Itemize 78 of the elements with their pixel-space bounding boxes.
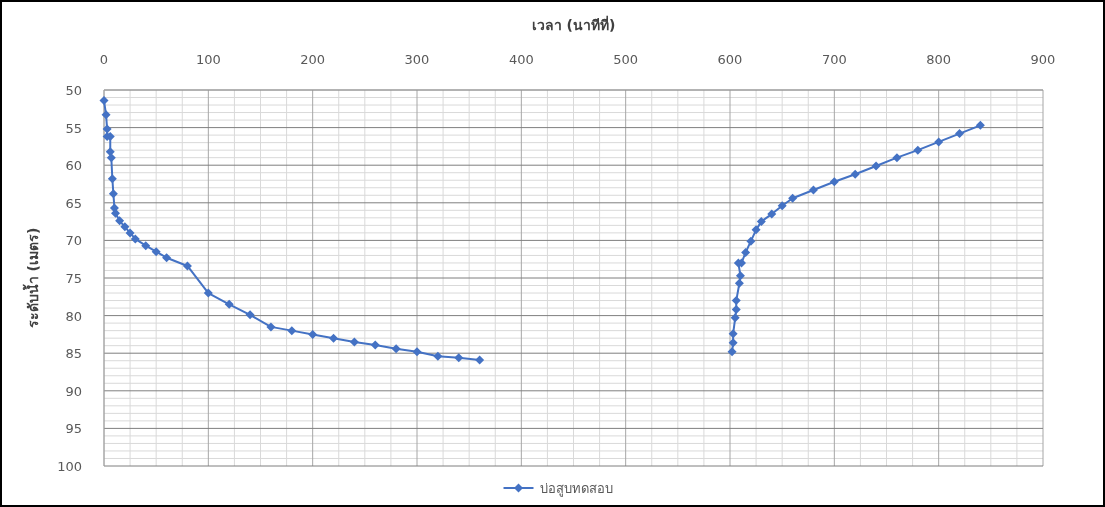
- point: [130, 234, 140, 244]
- point: [105, 147, 115, 157]
- point: [370, 340, 380, 350]
- y-tick-label: 90: [65, 383, 82, 399]
- point: [101, 110, 111, 120]
- x-tick-label: 900: [1030, 52, 1056, 67]
- point: [412, 347, 422, 357]
- y-tick-label: 85: [65, 346, 82, 362]
- point: [871, 161, 881, 171]
- point: [913, 145, 923, 155]
- point: [329, 333, 339, 343]
- point: [141, 241, 151, 251]
- y-tick-label: 95: [65, 421, 82, 437]
- y-tick-label: 75: [65, 271, 82, 286]
- x-tick-label: 300: [404, 52, 430, 67]
- point: [308, 329, 318, 339]
- point: [955, 129, 965, 139]
- point: [349, 337, 359, 347]
- point: [287, 326, 297, 336]
- point: [102, 124, 112, 134]
- point: [115, 216, 125, 226]
- point: [224, 299, 234, 309]
- point: [99, 96, 109, 106]
- point: [727, 347, 737, 357]
- x-tick-label: 700: [821, 52, 847, 67]
- point: [475, 355, 485, 365]
- point: [777, 201, 787, 211]
- point: [734, 278, 744, 288]
- x-tick-label: 500: [613, 52, 639, 67]
- point: [162, 253, 172, 263]
- point: [245, 310, 255, 320]
- point: [433, 351, 443, 361]
- legend: บ่อสูบทดสอบ: [502, 481, 613, 496]
- point: [454, 353, 464, 363]
- y-tick-label: 65: [65, 195, 82, 211]
- x-tick-label: 200: [300, 52, 326, 67]
- point: [731, 296, 741, 306]
- point: [266, 322, 276, 332]
- y-axis-title: ระดับน้ำ (เมตร): [22, 227, 41, 329]
- point: [756, 217, 766, 227]
- point: [934, 137, 944, 147]
- point: [106, 153, 116, 163]
- point: [203, 288, 213, 298]
- point: [975, 120, 985, 130]
- legend-label: บ่อสูบทดสอบ: [539, 481, 613, 497]
- y-tick-label: 70: [65, 233, 82, 249]
- x-tick-label: 600: [717, 52, 743, 67]
- point: [125, 228, 135, 238]
- y-tick-label: 60: [65, 158, 82, 174]
- point: [108, 189, 118, 199]
- y-tick-label: 50: [65, 83, 82, 98]
- point: [808, 185, 818, 195]
- x-tick-label: 800: [926, 52, 952, 67]
- point: [788, 193, 798, 203]
- y-tick-label: 100: [57, 459, 82, 474]
- point: [850, 169, 860, 179]
- point: [767, 209, 777, 219]
- point: [829, 177, 839, 187]
- point: [741, 247, 751, 257]
- point: [728, 338, 738, 348]
- x-tick-label: 100: [195, 52, 221, 67]
- point: [107, 174, 117, 184]
- point: [892, 153, 902, 163]
- point: [728, 329, 738, 339]
- point: [735, 271, 745, 281]
- x-tick-label: 400: [508, 52, 534, 67]
- point: [120, 222, 130, 232]
- point: [751, 225, 761, 235]
- point: [730, 313, 740, 323]
- point: [391, 344, 401, 354]
- x-tick-label: 0: [99, 52, 109, 67]
- point: [182, 261, 192, 271]
- point: [151, 247, 161, 257]
- x-axis-title: เวลา (นาทีที่): [531, 15, 616, 33]
- y-tick-label: 55: [65, 120, 82, 136]
- y-tick-label: 80: [65, 308, 82, 324]
- point: [731, 305, 741, 315]
- point: [746, 236, 756, 246]
